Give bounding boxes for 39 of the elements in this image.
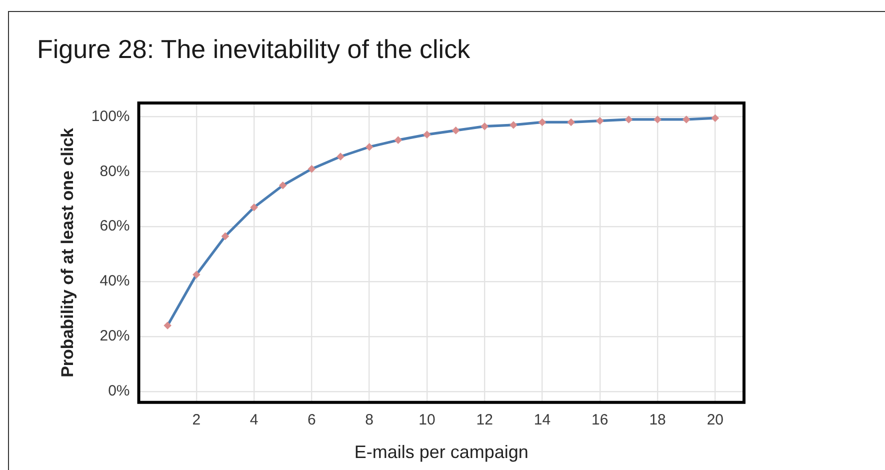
x-tick-label: 18: [649, 412, 666, 429]
x-tick-label: 14: [534, 412, 551, 429]
x-axis-title: E-mails per campaign: [354, 442, 528, 462]
y-tick-label: 40%: [100, 272, 130, 290]
x-tick-label: 12: [476, 412, 493, 429]
point: [682, 116, 690, 124]
y-tick-label: 100%: [91, 108, 130, 125]
x-tick-label: 4: [250, 412, 258, 429]
chart-title: Figure 28: The inevitability of the click: [37, 34, 470, 64]
point: [336, 152, 344, 160]
point: [192, 270, 200, 278]
point: [394, 136, 402, 144]
point: [164, 322, 172, 330]
point: [222, 232, 229, 240]
point: [596, 117, 604, 125]
y-tick-label: 80%: [100, 162, 130, 180]
y-tick-label: 60%: [100, 218, 130, 235]
point: [423, 130, 431, 138]
x-tick-label: 6: [308, 412, 316, 429]
point: [366, 143, 374, 151]
point: [510, 121, 518, 129]
y-tick-label: 20%: [100, 328, 130, 345]
x-tick-label: 16: [592, 412, 608, 429]
x-tick-label: 20: [706, 412, 724, 429]
x-tick-label: 10: [418, 412, 436, 429]
point: [480, 122, 488, 130]
point: [250, 204, 258, 212]
point: [625, 116, 632, 124]
x-tick-label: 8: [365, 412, 374, 429]
point: [538, 118, 546, 126]
y-axis-title: Probability of at least one click: [58, 127, 77, 378]
x-tick-label: 2: [192, 412, 201, 429]
y-tick-label: 0%: [108, 382, 130, 400]
point: [711, 114, 719, 122]
point: [279, 182, 287, 190]
point: [452, 126, 460, 134]
point: [654, 116, 662, 124]
point: [308, 165, 316, 173]
point: [567, 118, 575, 126]
